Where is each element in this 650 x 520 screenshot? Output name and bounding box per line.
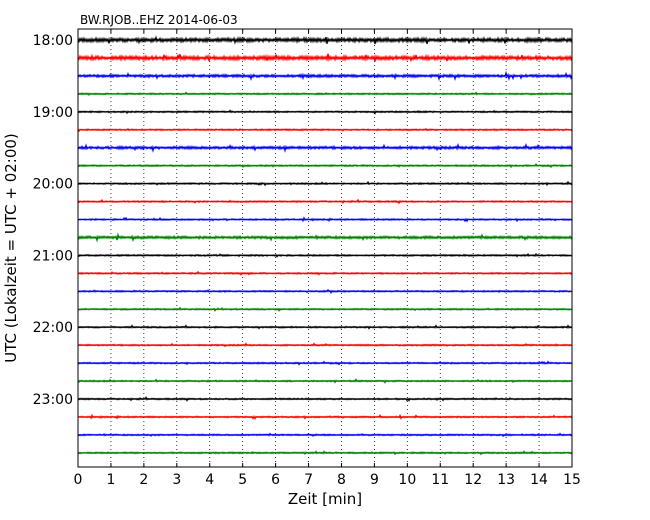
y-tick-label: 21:00 — [33, 248, 73, 264]
x-tick-label: 8 — [337, 472, 346, 488]
x-tick-label: 1 — [106, 472, 115, 488]
trace-2015 — [77, 198, 573, 205]
trace-2345 — [77, 450, 573, 456]
x-tick-label: 15 — [563, 472, 581, 488]
x-tick-label: 10 — [398, 472, 416, 488]
x-tick-label: 11 — [431, 472, 449, 488]
trace-2330 — [77, 432, 573, 438]
x-tick-label: 9 — [370, 472, 379, 488]
trace-1800 — [77, 35, 573, 45]
trace-1845 — [77, 91, 573, 97]
trace-2300 — [77, 396, 573, 402]
x-tick-label: 6 — [271, 472, 280, 488]
x-tick-label: 2 — [139, 472, 148, 488]
x-axis-label: Zeit [min] — [288, 490, 362, 508]
trace-2000 — [77, 180, 573, 187]
x-tick-label: 7 — [304, 472, 313, 488]
chart-title: BW.RJOB..EHZ 2014-06-03 — [80, 13, 238, 27]
trace-2315 — [77, 413, 573, 420]
x-tick-label: 5 — [238, 472, 247, 488]
y-tick-label: 19:00 — [33, 105, 73, 121]
trace-1830 — [77, 70, 573, 82]
y-tick-label: 20:00 — [33, 177, 73, 193]
trace-2030 — [77, 216, 573, 223]
trace-2130 — [77, 288, 573, 295]
trace-1900 — [77, 109, 573, 115]
trace-2115 — [77, 270, 573, 277]
plot-frame — [77, 28, 573, 468]
trace-2215 — [77, 342, 573, 348]
trace-2100 — [77, 252, 573, 258]
x-tick-label: 12 — [464, 472, 482, 488]
trace-layer — [77, 35, 573, 456]
trace-1930 — [77, 142, 573, 153]
x-tick-label: 3 — [172, 472, 181, 488]
y-axis-label: UTC (Lokalzeit = UTC + 02:00) — [2, 133, 20, 363]
y-tick-label: 23:00 — [33, 392, 73, 408]
trace-2230 — [77, 360, 573, 366]
y-tick-label: 18:00 — [33, 33, 73, 49]
trace-1915 — [77, 127, 573, 133]
x-tick-label: 4 — [205, 472, 214, 488]
x-tick-label: 13 — [497, 472, 515, 488]
y-tick-label: 22:00 — [33, 320, 73, 336]
trace-2200 — [77, 324, 573, 330]
trace-1815 — [77, 53, 573, 63]
trace-1945 — [77, 163, 573, 169]
trace-2045 — [77, 232, 573, 243]
x-tick-label: 14 — [530, 472, 548, 488]
y-axis: 18:00 19:00 20:00 21:00 22:00 23:00 — [33, 33, 82, 408]
x-tick-label: 0 — [74, 472, 83, 488]
x-axis: 0 1 2 3 4 5 6 7 8 9 10 11 12 13 14 15 — [74, 29, 581, 488]
trace-2245 — [77, 378, 573, 384]
trace-2145 — [77, 306, 573, 313]
